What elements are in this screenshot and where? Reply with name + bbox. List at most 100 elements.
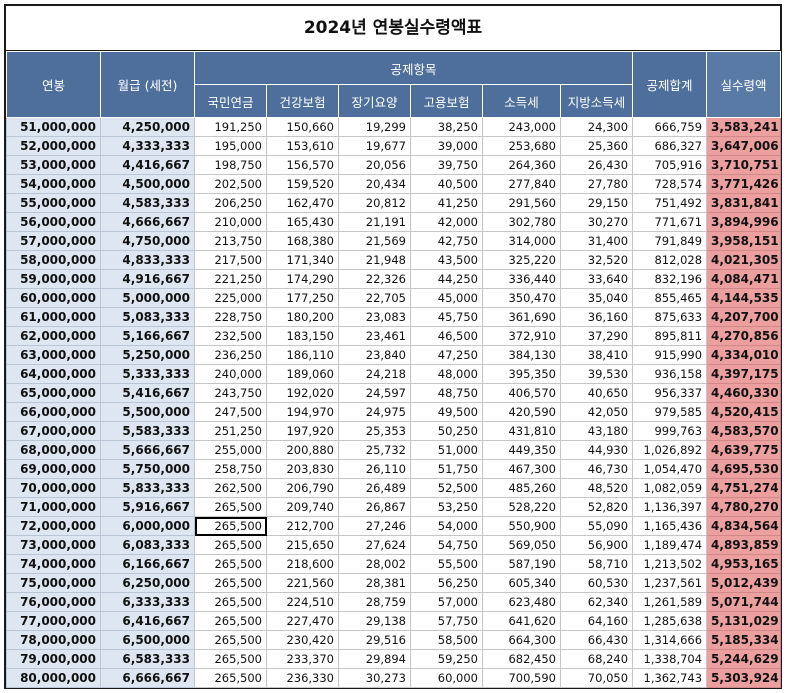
cell-longterm[interactable]: 19,677 [338,136,411,156]
cell-total[interactable]: 751,492 [632,193,708,213]
cell-longterm[interactable]: 21,948 [338,250,411,270]
cell-longterm[interactable]: 27,624 [338,535,411,555]
cell-pension[interactable]: 195,000 [194,136,267,156]
cell-pension[interactable]: 217,500 [194,250,267,270]
cell-monthly[interactable]: 5,416,667 [100,383,195,403]
cell-local-tax[interactable]: 44,930 [559,440,634,460]
cell-local-tax[interactable]: 46,730 [559,459,634,479]
cell-local-tax[interactable]: 30,270 [559,212,634,232]
cell-monthly[interactable]: 5,083,333 [100,307,195,327]
cell-salary[interactable]: 64,000,000 [6,364,101,384]
cell-employment[interactable]: 57,000 [410,592,483,612]
cell-monthly[interactable]: 4,333,333 [100,136,195,156]
cell-employment[interactable]: 60,000 [410,668,483,688]
cell-salary[interactable]: 52,000,000 [6,136,101,156]
cell-longterm[interactable]: 26,110 [338,459,411,479]
cell-longterm[interactable]: 24,218 [338,364,411,384]
cell-pension[interactable]: 243,750 [194,383,267,403]
cell-income-tax[interactable]: 449,350 [482,440,561,460]
header-monthly[interactable]: 월급 (세전) [100,51,195,118]
cell-employment[interactable]: 42,000 [410,212,483,232]
cell-employment[interactable]: 55,500 [410,554,483,574]
cell-salary[interactable]: 53,000,000 [6,155,101,175]
cell-local-tax[interactable]: 52,820 [559,497,634,517]
cell-salary[interactable]: 75,000,000 [6,573,101,593]
cell-total[interactable]: 1,338,704 [632,649,708,669]
cell-net[interactable]: 3,894,996 [706,212,782,232]
cell-pension[interactable]: 265,500 [194,516,267,536]
cell-total[interactable]: 686,327 [632,136,708,156]
cell-health[interactable]: 212,700 [266,516,339,536]
cell-longterm[interactable]: 29,894 [338,649,411,669]
cell-employment[interactable]: 41,250 [410,193,483,213]
cell-pension[interactable]: 206,250 [194,193,267,213]
cell-local-tax[interactable]: 68,240 [559,649,634,669]
header-local-tax[interactable]: 지방소득세 [559,84,634,118]
cell-employment[interactable]: 50,250 [410,421,483,441]
cell-total[interactable]: 979,585 [632,402,708,422]
cell-income-tax[interactable]: 569,050 [482,535,561,555]
cell-total[interactable]: 812,028 [632,250,708,270]
cell-salary[interactable]: 56,000,000 [6,212,101,232]
cell-monthly[interactable]: 6,416,667 [100,611,195,631]
cell-local-tax[interactable]: 37,290 [559,326,634,346]
cell-longterm[interactable]: 23,083 [338,307,411,327]
cell-employment[interactable]: 49,500 [410,402,483,422]
cell-total[interactable]: 875,633 [632,307,708,327]
cell-health[interactable]: 186,110 [266,345,339,365]
cell-pension[interactable]: 265,500 [194,554,267,574]
cell-monthly[interactable]: 4,833,333 [100,250,195,270]
cell-pension[interactable]: 213,750 [194,231,267,251]
cell-net[interactable]: 4,953,165 [706,554,782,574]
cell-health[interactable]: 194,970 [266,402,339,422]
cell-income-tax[interactable]: 395,350 [482,364,561,384]
cell-local-tax[interactable]: 39,530 [559,364,634,384]
cell-longterm[interactable]: 22,326 [338,269,411,289]
cell-health[interactable]: 153,610 [266,136,339,156]
cell-total[interactable]: 956,337 [632,383,708,403]
cell-local-tax[interactable]: 70,050 [559,668,634,688]
cell-net[interactable]: 4,270,856 [706,326,782,346]
cell-employment[interactable]: 39,750 [410,155,483,175]
cell-salary[interactable]: 79,000,000 [6,649,101,669]
cell-monthly[interactable]: 6,166,667 [100,554,195,574]
cell-pension[interactable]: 265,500 [194,668,267,688]
cell-income-tax[interactable]: 253,680 [482,136,561,156]
cell-local-tax[interactable]: 36,160 [559,307,634,327]
cell-net[interactable]: 5,071,744 [706,592,782,612]
cell-salary[interactable]: 77,000,000 [6,611,101,631]
cell-monthly[interactable]: 6,333,333 [100,592,195,612]
cell-health[interactable]: 165,430 [266,212,339,232]
cell-pension[interactable]: 251,250 [194,421,267,441]
cell-net[interactable]: 4,639,775 [706,440,782,460]
cell-longterm[interactable]: 20,812 [338,193,411,213]
cell-total[interactable]: 832,196 [632,269,708,289]
cell-income-tax[interactable]: 350,470 [482,288,561,308]
cell-total[interactable]: 1,237,561 [632,573,708,593]
cell-longterm[interactable]: 29,516 [338,630,411,650]
cell-local-tax[interactable]: 33,640 [559,269,634,289]
cell-employment[interactable]: 52,500 [410,478,483,498]
cell-employment[interactable]: 47,250 [410,345,483,365]
cell-pension[interactable]: 236,250 [194,345,267,365]
cell-pension[interactable]: 255,000 [194,440,267,460]
cell-local-tax[interactable]: 55,090 [559,516,634,536]
cell-longterm[interactable]: 20,056 [338,155,411,175]
cell-total[interactable]: 1,285,638 [632,611,708,631]
header-health[interactable]: 건강보험 [266,84,339,118]
cell-employment[interactable]: 48,000 [410,364,483,384]
cell-income-tax[interactable]: 605,340 [482,573,561,593]
cell-pension[interactable]: 191,250 [194,117,267,137]
cell-health[interactable]: 215,650 [266,535,339,555]
cell-total[interactable]: 1,026,892 [632,440,708,460]
cell-employment[interactable]: 43,500 [410,250,483,270]
cell-health[interactable]: 227,470 [266,611,339,631]
cell-salary[interactable]: 76,000,000 [6,592,101,612]
cell-pension[interactable]: 265,500 [194,649,267,669]
cell-net[interactable]: 4,397,175 [706,364,782,384]
cell-local-tax[interactable]: 42,050 [559,402,634,422]
cell-longterm[interactable]: 23,461 [338,326,411,346]
cell-local-tax[interactable]: 35,040 [559,288,634,308]
cell-salary[interactable]: 78,000,000 [6,630,101,650]
cell-monthly[interactable]: 5,000,000 [100,288,195,308]
